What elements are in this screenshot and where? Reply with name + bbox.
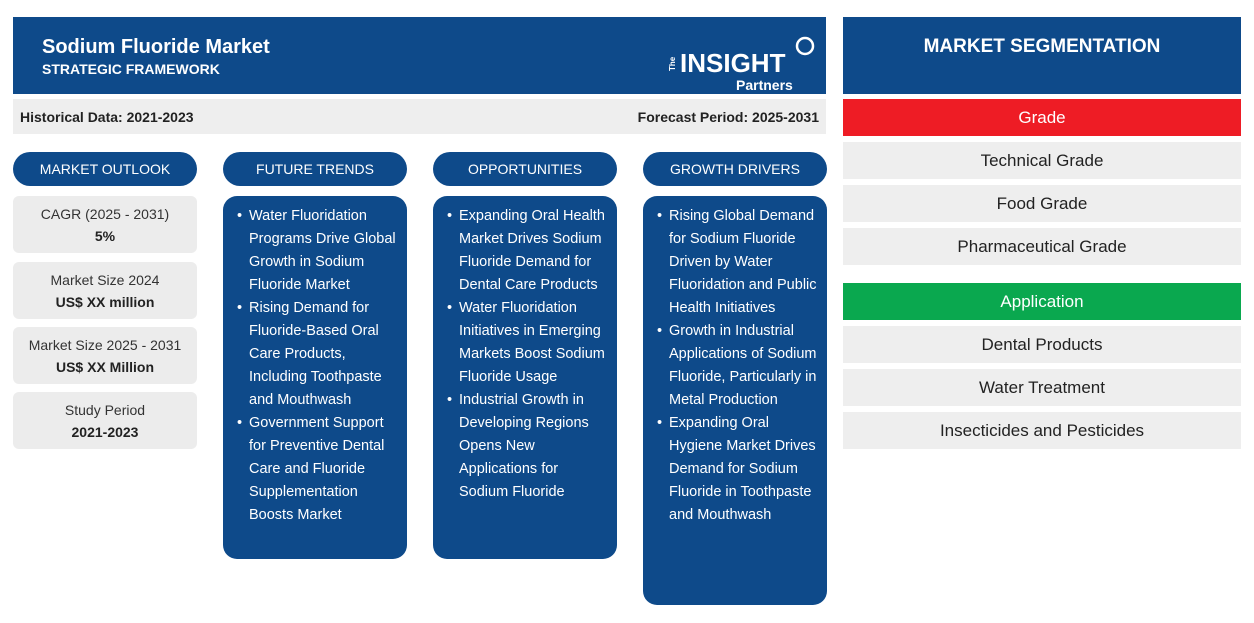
segment-item-insecticides-pesticides: Insecticides and Pesticides bbox=[843, 412, 1241, 449]
segment-application-heading: Application bbox=[843, 283, 1241, 320]
period-bar: Historical Data: 2021-2023 Forecast Peri… bbox=[13, 99, 826, 134]
header-banner: Sodium Fluoride Market STRATEGIC FRAMEWO… bbox=[13, 17, 826, 94]
logo-circle-icon bbox=[795, 36, 815, 56]
logo-small-text: The bbox=[668, 56, 677, 71]
stat-label: Market Size 2024 bbox=[50, 272, 160, 288]
segment-grade-heading: Grade bbox=[843, 99, 1241, 136]
page-subtitle: STRATEGIC FRAMEWORK bbox=[42, 61, 220, 77]
future-trends-list: Water Fluoridation Programs Drive Global… bbox=[223, 196, 407, 559]
stat-label: Market Size 2025 - 2031 bbox=[28, 337, 182, 353]
list-item: Expanding Oral Hygiene Market Drives Dem… bbox=[657, 412, 819, 527]
opportunities-heading: OPPORTUNITIES bbox=[433, 152, 617, 186]
segment-item-technical-grade: Technical Grade bbox=[843, 142, 1241, 179]
stat-value: 5% bbox=[94, 228, 116, 244]
market-outlook-heading: MARKET OUTLOOK bbox=[13, 152, 197, 186]
logo-main-text: INSIGHT bbox=[680, 48, 786, 78]
list-item: Government Support for Preventive Dental… bbox=[237, 412, 399, 527]
logo-partners-text: Partners bbox=[736, 77, 793, 93]
insight-partners-logo: The INSIGHT Partners bbox=[668, 35, 828, 95]
stat-label: CAGR (2025 - 2031) bbox=[40, 206, 170, 222]
list-item: Water Fluoridation Programs Drive Global… bbox=[237, 205, 399, 297]
opportunities-list: Expanding Oral Health Market Drives Sodi… bbox=[433, 196, 617, 559]
list-item: Growth in Industrial Applications of Sod… bbox=[657, 320, 819, 412]
stat-market-size-2024: Market Size 2024 US$ XX million bbox=[13, 262, 197, 319]
stat-value: US$ XX Million bbox=[55, 359, 154, 375]
segmentation-heading: MARKET SEGMENTATION bbox=[843, 17, 1241, 94]
list-item: Expanding Oral Health Market Drives Sodi… bbox=[447, 205, 609, 297]
stat-value: 2021-2023 bbox=[71, 424, 139, 440]
stat-study-period: Study Period 2021-2023 bbox=[13, 392, 197, 449]
list-item: Industrial Growth in Developing Regions … bbox=[447, 389, 609, 504]
segment-item-water-treatment: Water Treatment bbox=[843, 369, 1241, 406]
growth-drivers-list: Rising Global Demand for Sodium Fluoride… bbox=[643, 196, 827, 605]
stat-label: Study Period bbox=[64, 402, 146, 418]
growth-drivers-heading: GROWTH DRIVERS bbox=[643, 152, 827, 186]
segment-item-food-grade: Food Grade bbox=[843, 185, 1241, 222]
future-trends-heading: FUTURE TRENDS bbox=[223, 152, 407, 186]
forecast-period: Forecast Period: 2025-2031 bbox=[637, 109, 819, 125]
stat-cagr: CAGR (2025 - 2031) 5% bbox=[13, 196, 197, 253]
list-item: Rising Demand for Fluoride-Based Oral Ca… bbox=[237, 297, 399, 412]
segment-item-dental-products: Dental Products bbox=[843, 326, 1241, 363]
list-item: Water Fluoridation Initiatives in Emergi… bbox=[447, 297, 609, 389]
page-title: Sodium Fluoride Market bbox=[42, 36, 270, 58]
list-item: Rising Global Demand for Sodium Fluoride… bbox=[657, 205, 819, 320]
stat-market-size-forecast: Market Size 2025 - 2031 US$ XX Million bbox=[13, 327, 197, 384]
stat-value: US$ XX million bbox=[55, 294, 155, 310]
segment-item-pharmaceutical-grade: Pharmaceutical Grade bbox=[843, 228, 1241, 265]
historical-period: Historical Data: 2021-2023 bbox=[20, 109, 194, 125]
